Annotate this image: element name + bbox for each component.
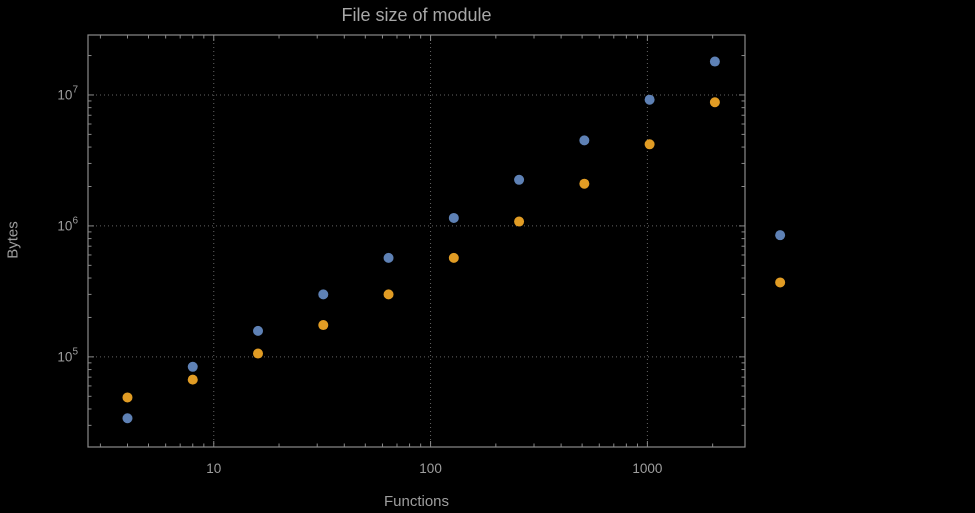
data-point-orange: [318, 320, 329, 331]
data-point-orange: [644, 139, 655, 150]
plot-frame: [87, 34, 746, 448]
data-point-orange: [709, 97, 720, 108]
data-point-blue: [514, 174, 525, 185]
y-tick-label: 107: [57, 84, 78, 102]
data-point-blue: [383, 252, 394, 263]
data-point-orange: [579, 178, 590, 189]
x-axis-label: Functions: [383, 493, 450, 510]
data-point-blue: [775, 230, 786, 241]
data-point-blue: [579, 135, 590, 146]
data-point-blue: [318, 289, 329, 300]
data-point-orange: [122, 392, 133, 403]
data-point-orange: [253, 348, 264, 359]
data-point-orange: [187, 374, 198, 385]
chart-title: File size of module: [341, 5, 492, 25]
x-tick-label: 1000: [632, 461, 662, 476]
data-point-orange: [514, 216, 525, 227]
data-point-blue: [253, 325, 264, 336]
y-tick-label: 106: [57, 215, 78, 233]
x-tick-label: 10: [206, 461, 221, 476]
x-tick-label: 100: [419, 461, 442, 476]
data-point-orange: [775, 277, 786, 288]
data-point-blue: [187, 361, 198, 372]
y-axis-label: Bytes: [4, 221, 22, 259]
data-point-orange: [383, 289, 394, 300]
data-point-blue: [709, 56, 720, 67]
data-point-blue: [448, 212, 459, 223]
data-point-blue: [644, 94, 655, 105]
data-point-orange: [448, 252, 459, 263]
y-tick-label: 105: [57, 346, 78, 364]
data-point-blue: [122, 413, 133, 424]
